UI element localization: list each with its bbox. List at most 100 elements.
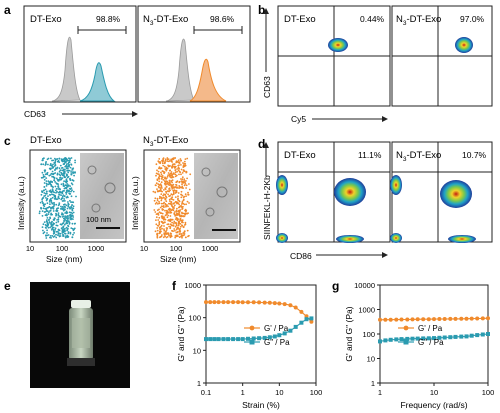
data-point bbox=[442, 335, 447, 340]
scatter-point bbox=[169, 194, 172, 197]
series-line bbox=[206, 301, 312, 323]
scatter-point bbox=[169, 226, 172, 228]
scatter-point bbox=[65, 196, 68, 199]
scatter-point bbox=[57, 213, 60, 216]
scatter-point bbox=[182, 232, 185, 234]
x-tick-label: 100 bbox=[482, 388, 495, 397]
scatter-point bbox=[65, 226, 68, 229]
data-point bbox=[236, 337, 241, 342]
scatter-point bbox=[75, 195, 77, 198]
scatter-point bbox=[73, 232, 75, 234]
scatter-point bbox=[70, 170, 72, 173]
panel-b-right-percent: 97.0% bbox=[460, 14, 485, 24]
scatter-point bbox=[162, 170, 165, 173]
scatter-point bbox=[45, 227, 47, 229]
scatter-point bbox=[181, 180, 184, 183]
scatter-point bbox=[180, 193, 183, 196]
scatter-point bbox=[172, 187, 175, 189]
scatter-point bbox=[176, 201, 179, 204]
scatter-point bbox=[55, 233, 57, 236]
scatter-point bbox=[62, 220, 65, 222]
scatter-point bbox=[182, 162, 184, 164]
scatter-point bbox=[157, 225, 160, 227]
scatter-point bbox=[174, 211, 176, 213]
scatter-point bbox=[54, 161, 57, 164]
scatter-point bbox=[168, 234, 171, 237]
scatter-point bbox=[70, 157, 73, 159]
scatter-point bbox=[178, 220, 181, 223]
scatter-point bbox=[41, 190, 43, 193]
scatter-point bbox=[40, 193, 43, 196]
scatter-point bbox=[175, 228, 178, 231]
scatter-point bbox=[48, 211, 50, 214]
data-point bbox=[486, 332, 490, 336]
data-point bbox=[405, 336, 410, 341]
scatter-point bbox=[158, 161, 161, 164]
scatter-point bbox=[71, 168, 74, 170]
scatter-point bbox=[57, 228, 60, 231]
data-point bbox=[251, 336, 256, 341]
svg-text:10: 10 bbox=[26, 244, 34, 253]
scatter-point bbox=[49, 163, 52, 165]
scatter-point bbox=[54, 163, 56, 165]
scatter-point bbox=[165, 212, 168, 214]
x-tick-label: 1 bbox=[241, 388, 245, 397]
scatter-point bbox=[65, 204, 68, 207]
scatter-point bbox=[62, 185, 65, 187]
data-point bbox=[304, 317, 309, 322]
scatter-point bbox=[155, 201, 158, 204]
data-point bbox=[383, 338, 388, 343]
scatter-point bbox=[156, 188, 158, 191]
scatter-point bbox=[163, 221, 165, 224]
scatter-point bbox=[153, 199, 156, 202]
scatter-point bbox=[69, 185, 71, 188]
scatter-point bbox=[178, 205, 181, 208]
scatter-point bbox=[67, 227, 69, 230]
scatter-point bbox=[44, 173, 47, 176]
data-point bbox=[212, 337, 217, 342]
scatter-point bbox=[166, 204, 168, 206]
scatter-point bbox=[181, 211, 183, 214]
scatter-point bbox=[55, 212, 57, 215]
scatter-point bbox=[182, 205, 184, 208]
scatter-point bbox=[70, 164, 73, 166]
scatter-point bbox=[188, 183, 190, 185]
panel-b: b DT-Exo 0.44% N3-DT-Exo 97.0% Cy5 CD63 bbox=[258, 3, 493, 124]
scatter-point bbox=[160, 175, 163, 178]
scatter-point bbox=[46, 197, 49, 200]
data-point bbox=[231, 300, 236, 305]
scatter-point bbox=[172, 222, 175, 225]
scatter-point bbox=[46, 183, 48, 186]
scatter-point bbox=[181, 178, 184, 181]
scatter-point bbox=[62, 203, 65, 206]
scatter-point bbox=[42, 207, 45, 210]
scatter-point bbox=[51, 226, 54, 229]
scatter-point bbox=[169, 208, 172, 211]
scatter-point bbox=[60, 198, 63, 201]
scatter-point bbox=[176, 168, 179, 170]
data-point bbox=[293, 324, 298, 329]
scatter-point bbox=[171, 218, 174, 221]
panel-a-right-percent: 98.6% bbox=[210, 14, 235, 24]
scatter-point bbox=[173, 165, 176, 168]
scatter-point bbox=[63, 187, 66, 190]
scatter-point bbox=[64, 157, 67, 159]
scatter-point bbox=[182, 164, 185, 167]
scatter-point bbox=[171, 181, 174, 184]
scatter-point bbox=[42, 223, 45, 226]
scatter-point bbox=[62, 207, 65, 210]
scatter-point bbox=[162, 178, 165, 181]
scatter-point bbox=[54, 189, 57, 192]
scatter-point bbox=[62, 209, 65, 212]
scatter-point bbox=[156, 178, 159, 181]
scatter-point bbox=[167, 214, 170, 217]
scatter-point bbox=[73, 174, 75, 177]
scatter-point bbox=[52, 210, 55, 212]
chart-g-ylabel: G' and G" (Pa) bbox=[344, 306, 354, 361]
scatter-point bbox=[68, 187, 71, 190]
scatter-point bbox=[174, 222, 177, 224]
scatter-point bbox=[53, 217, 56, 220]
scatter-point bbox=[68, 220, 70, 223]
scatter-point bbox=[158, 158, 161, 160]
